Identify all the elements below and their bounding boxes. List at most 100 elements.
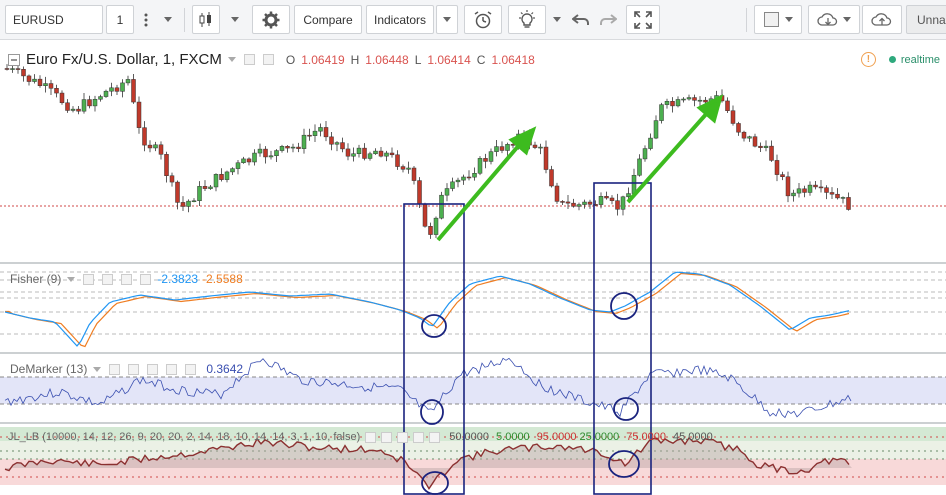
candle [653, 120, 659, 139]
redo-button[interactable] [596, 5, 620, 34]
plus-icon[interactable] [413, 431, 425, 443]
undo-button[interactable] [568, 5, 594, 34]
ideas-dropdown[interactable] [548, 5, 566, 34]
eye-icon[interactable] [365, 431, 377, 443]
candle [274, 150, 279, 157]
annotation-arrow[interactable] [626, 110, 710, 204]
eye-icon[interactable] [243, 54, 255, 65]
annotation-box-right[interactable] [593, 182, 652, 495]
ideas-button[interactable] [508, 5, 546, 34]
jl-legend: JL_LB (10000, 14, 12, 26, 9, 20, 20, 2, … [8, 431, 713, 443]
candle [301, 134, 307, 149]
fisher-legend: Fisher (9) -2.3823 -2.5588 [10, 272, 243, 286]
candle [329, 136, 334, 145]
candle [191, 200, 197, 203]
candle [796, 188, 802, 194]
candle [285, 146, 290, 149]
candle [224, 171, 230, 180]
candle [109, 87, 114, 92]
demarker-band [0, 377, 946, 404]
collapse-legend-icon[interactable] [8, 53, 20, 66]
eye-icon[interactable] [83, 273, 95, 285]
candle [37, 78, 43, 86]
gear-icon[interactable] [381, 431, 393, 443]
fullscreen-button[interactable] [626, 5, 660, 34]
chevron-down-icon[interactable] [93, 366, 102, 372]
annotation-circle[interactable] [420, 399, 444, 425]
candle [373, 150, 378, 155]
annotation-arrow[interactable] [436, 142, 522, 242]
candle [736, 123, 741, 133]
gear-icon[interactable] [102, 273, 114, 285]
candle [472, 173, 477, 178]
eye-icon[interactable] [109, 363, 121, 375]
candle [813, 184, 818, 188]
candle [65, 102, 70, 111]
indicators-button[interactable]: Indicators [366, 5, 434, 34]
candle [670, 101, 675, 107]
chevron-down-icon[interactable] [227, 57, 236, 62]
candle [54, 88, 59, 94]
jl-value: 45.0000 [672, 431, 713, 443]
symbol-search[interactable]: EURUSD [5, 5, 103, 34]
warning-icon[interactable]: ! [860, 52, 876, 67]
gear-icon[interactable] [262, 54, 274, 65]
candle [835, 193, 840, 199]
jl-value: 50.0000 [449, 431, 490, 443]
layout-button[interactable] [754, 5, 802, 34]
candles-icon [199, 11, 211, 27]
compare-button[interactable]: Compare [294, 5, 362, 34]
jl-mid-band [0, 441, 946, 459]
settings-button[interactable] [252, 5, 290, 34]
alarm-clock-icon [474, 10, 492, 28]
annotation-circle[interactable] [421, 314, 447, 338]
candle [246, 158, 252, 163]
indicators-dropdown[interactable] [436, 5, 458, 34]
plus-icon[interactable] [121, 273, 133, 285]
alert-button[interactable] [464, 5, 502, 34]
interval-dropdown[interactable] [158, 5, 178, 34]
candle [147, 144, 153, 149]
code-icon[interactable] [147, 363, 159, 375]
candle [642, 148, 648, 160]
chart-canvas[interactable] [0, 40, 946, 495]
chevron-down-icon[interactable] [67, 276, 76, 282]
annotation-circle[interactable] [608, 450, 640, 478]
chart-style-dropdown[interactable] [224, 5, 246, 34]
annotation-circle[interactable] [421, 471, 449, 495]
close-icon[interactable] [429, 431, 441, 443]
candle [345, 148, 351, 157]
candle [582, 201, 587, 205]
cloud-upload-icon [871, 12, 892, 26]
candle [818, 186, 824, 189]
close-icon[interactable] [185, 363, 197, 375]
candle [703, 99, 708, 103]
gear-icon[interactable] [128, 363, 140, 375]
candle [466, 176, 472, 179]
ohlc-high-value: 1.06448 [365, 52, 409, 67]
interval-menu-button[interactable] [136, 5, 156, 34]
code-icon[interactable] [397, 431, 409, 443]
candle [186, 200, 191, 207]
close-icon[interactable] [140, 273, 152, 285]
candlestick-series [4, 62, 851, 239]
candle [153, 144, 158, 149]
chart-style-button[interactable] [192, 5, 220, 34]
candle [488, 151, 494, 162]
annotation-circle[interactable] [613, 397, 639, 421]
load-chart-button[interactable] [808, 5, 860, 34]
annotation-circle[interactable] [610, 292, 638, 320]
candle [15, 68, 21, 70]
candle [241, 158, 246, 164]
candle [477, 158, 483, 174]
candle [659, 104, 664, 121]
jl-value: 75.0000 [626, 431, 666, 443]
plus-icon[interactable] [166, 363, 178, 375]
candle [378, 150, 384, 157]
interval-button[interactable]: 1 [106, 5, 134, 34]
layout-name-button[interactable]: Unnam [906, 5, 946, 34]
candle [131, 79, 136, 103]
candle [587, 201, 593, 205]
save-chart-button[interactable] [862, 5, 902, 34]
